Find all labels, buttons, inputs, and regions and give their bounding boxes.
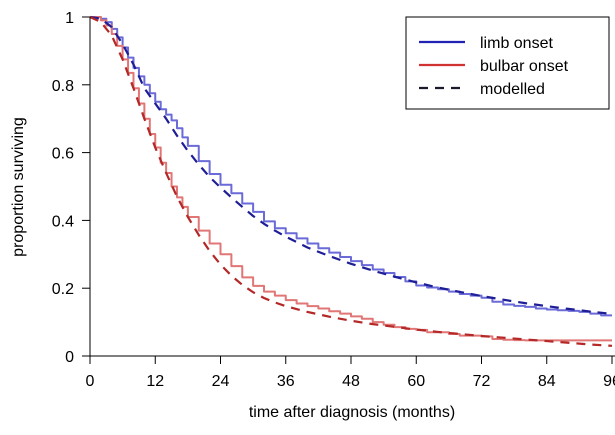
y-tick-label: 0.4 xyxy=(52,213,74,230)
x-tick-label: 60 xyxy=(407,373,425,390)
x-tick-label: 84 xyxy=(538,373,556,390)
y-tick-label: 0.2 xyxy=(52,281,74,298)
y-tick-label: 0 xyxy=(65,349,74,366)
x-ticks: 0 12 24 36 48 60 72 84 96 xyxy=(86,356,615,390)
x-tick-label: 12 xyxy=(146,373,164,390)
x-axis-title: time after diagnosis (months) xyxy=(249,404,455,421)
x-tick-label: 72 xyxy=(473,373,491,390)
x-tick-label: 36 xyxy=(277,373,295,390)
x-tick-label: 48 xyxy=(342,373,360,390)
x-tick-label: 96 xyxy=(603,373,615,390)
modelled-bulbar-line xyxy=(89,16,613,347)
legend-label-limb: limb onset xyxy=(480,35,553,52)
legend: limb onset bulbar onset modelled xyxy=(405,16,610,110)
legend-box xyxy=(405,16,610,110)
series-layer xyxy=(89,15,613,347)
y-ticks: 0 0.2 0.4 0.6 0.8 1 xyxy=(52,10,90,366)
y-tick-label: 0.6 xyxy=(52,146,74,163)
x-tick-label: 0 xyxy=(86,373,95,390)
x-tick-label: 24 xyxy=(212,373,230,390)
modelled-limb-line xyxy=(89,15,613,316)
legend-label-modelled: modelled xyxy=(480,81,545,98)
limb-onset-line xyxy=(90,16,612,317)
y-axis-title: proportion surviving xyxy=(10,117,27,257)
y-tick-label: 0.8 xyxy=(52,78,74,95)
y-tick-label: 1 xyxy=(65,10,74,27)
legend-label-bulbar: bulbar onset xyxy=(480,58,569,75)
